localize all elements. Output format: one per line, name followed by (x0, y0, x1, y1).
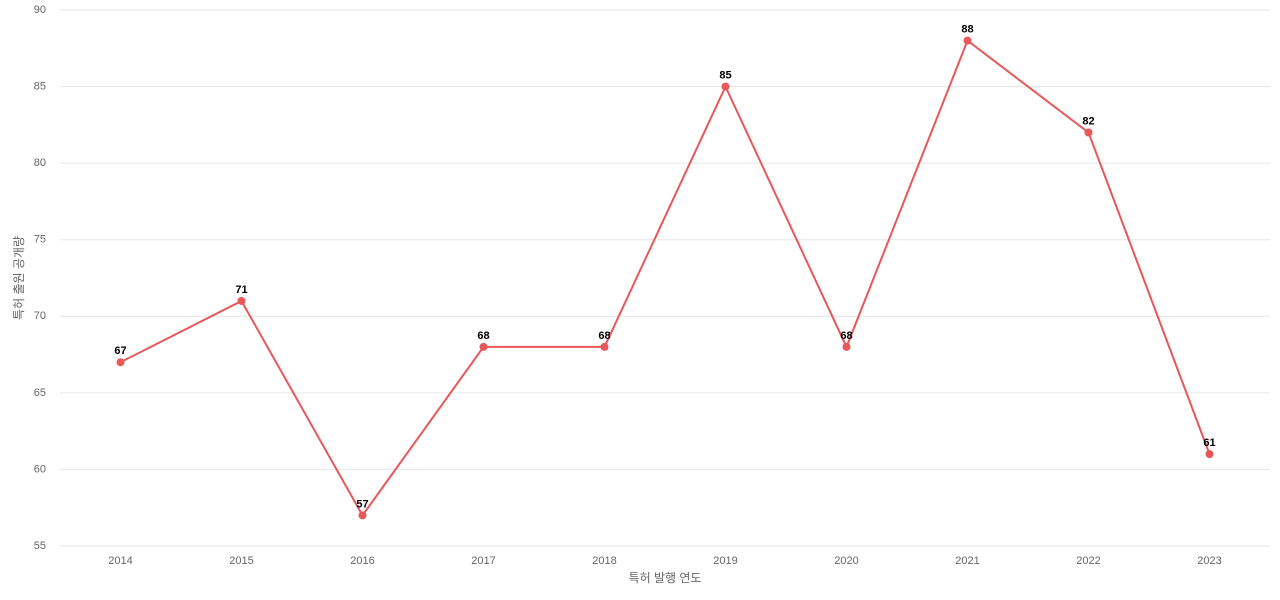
x-tick-label: 2014 (108, 555, 132, 567)
y-tick-label: 75 (34, 234, 46, 246)
data-label: 68 (598, 330, 610, 342)
x-tick-label: 2020 (834, 555, 858, 567)
data-label: 57 (356, 498, 368, 510)
data-point (721, 82, 730, 91)
y-tick-label: 55 (34, 540, 46, 552)
x-tick-label: 2023 (1197, 555, 1221, 567)
y-tick-label: 90 (34, 4, 46, 16)
x-tick-label: 2015 (229, 555, 253, 567)
x-axis-title: 특허 발행 연도 (629, 570, 702, 585)
y-tick-label: 60 (34, 463, 46, 475)
data-point (842, 342, 851, 351)
data-point (600, 342, 609, 351)
x-tick-label: 2017 (471, 555, 495, 567)
data-label: 61 (1203, 437, 1215, 449)
data-point (237, 296, 246, 305)
data-point (358, 511, 367, 520)
y-tick-label: 70 (34, 310, 46, 322)
data-line (120, 39, 1211, 518)
y-tick-label: 80 (34, 157, 46, 169)
x-tick-label: 2016 (350, 555, 374, 567)
y-axis-title: 특허 출원 공개량 (12, 236, 26, 320)
x-tick-label: 2021 (955, 555, 979, 567)
data-point (1205, 450, 1214, 459)
data-label: 68 (477, 330, 489, 342)
data-label: 67 (114, 345, 126, 357)
data-point (479, 342, 488, 351)
x-tick-label: 2018 (592, 555, 616, 567)
data-label: 88 (961, 24, 973, 36)
y-tick-label: 85 (34, 80, 46, 92)
x-tick-label: 2022 (1076, 555, 1100, 567)
data-label: 82 (1082, 115, 1094, 127)
data-point (963, 36, 972, 45)
y-tick-label: 65 (34, 387, 46, 399)
x-tick-label: 2019 (713, 555, 737, 567)
data-label: 71 (235, 284, 247, 296)
data-point (116, 358, 125, 367)
data-label: 85 (719, 69, 731, 81)
data-point (1084, 128, 1093, 137)
data-label: 68 (840, 330, 852, 342)
